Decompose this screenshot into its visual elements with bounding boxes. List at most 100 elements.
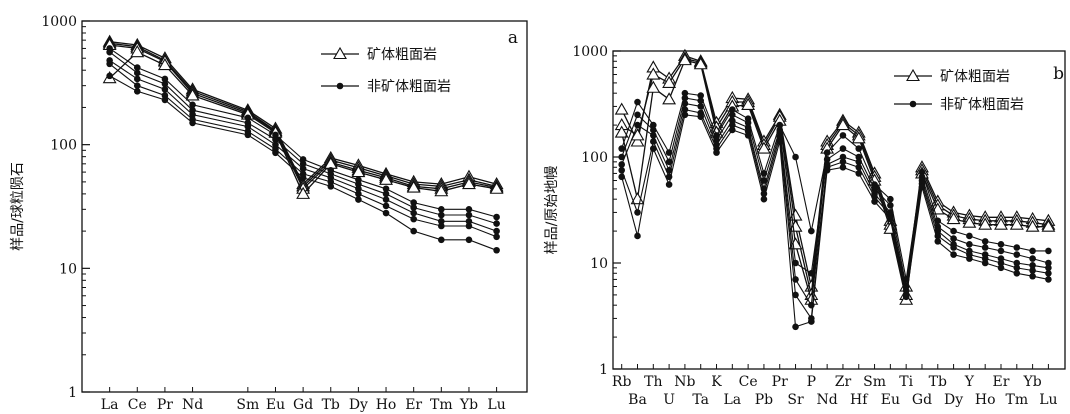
ore-series-line (621, 59, 1049, 300)
ore-point (630, 128, 645, 141)
non-ore-point (650, 145, 657, 152)
ore-point (379, 172, 393, 185)
non-ore-point (997, 241, 1005, 248)
ore-point (489, 181, 504, 194)
non-ore-point (189, 119, 196, 127)
x-tick-label: La (723, 392, 741, 408)
non-ore-point (244, 114, 252, 122)
ore-point (1041, 219, 1056, 232)
non-ore-point (493, 213, 500, 221)
x-tick-label: Sr (787, 392, 804, 408)
x-tick-label: Hf (850, 392, 869, 408)
non-ore-point (382, 209, 390, 217)
y-axis-label: 样品/球粒陨石 (10, 162, 26, 251)
non-ore-point (729, 106, 736, 113)
non-ore-point (776, 121, 784, 129)
non-ore-point (618, 173, 625, 181)
non-ore-point (776, 133, 784, 141)
x-tick-label: Dy (349, 397, 368, 413)
non-ore-point (934, 238, 942, 245)
non-ore-point (382, 196, 390, 203)
x-tick-label: Lu (487, 397, 505, 413)
ore-point (946, 211, 961, 225)
non-ore-point (618, 145, 625, 152)
non-ore-series-line (109, 47, 497, 218)
x-tick-label: P (807, 374, 816, 390)
non-ore-point (189, 101, 196, 109)
non-ore-point (382, 202, 390, 210)
non-ore-point (410, 227, 417, 235)
ore-point (646, 80, 661, 93)
non-ore-point (808, 227, 815, 235)
x-tick-label: K (711, 374, 722, 390)
y-tick-label: 10 (59, 261, 77, 277)
non-ore-point (839, 132, 847, 139)
non-ore-series-line (109, 59, 497, 232)
x-tick-label: Eu (881, 392, 900, 408)
non-ore-point (681, 100, 689, 107)
non-ore-series-line (109, 75, 497, 251)
non-ore-point (839, 153, 847, 161)
non-ore-point (465, 211, 473, 219)
ore-series-line (109, 51, 497, 196)
non-ore-point (161, 75, 169, 83)
non-ore-point (410, 199, 417, 206)
non-ore-point (355, 196, 362, 203)
non-ore-point (272, 149, 279, 157)
non-ore-point (133, 64, 141, 71)
non-ore-point (681, 94, 689, 102)
plot-frame (81, 20, 528, 393)
x-tick-label: Gd (293, 397, 313, 413)
panel-label: b (1053, 64, 1064, 84)
non-ore-point (855, 158, 863, 166)
non-ore-point (106, 72, 113, 80)
x-tick-label: Tm (1005, 392, 1028, 408)
x-tick-label: Er (993, 374, 1010, 390)
x-tick-label: Rb (612, 374, 632, 390)
non-ore-point (244, 123, 252, 130)
non-ore-point (697, 103, 705, 110)
ore-point (157, 57, 172, 71)
non-ore-point (729, 126, 736, 134)
y-tick-label: 1 (68, 385, 77, 401)
non-ore-point (681, 111, 689, 119)
non-ore-point (650, 132, 657, 139)
non-ore-point (650, 138, 657, 145)
non-ore-point (465, 218, 473, 225)
non-ore-point (133, 69, 141, 77)
non-ore-point (729, 111, 736, 119)
non-ore-point (133, 88, 141, 95)
non-ore-point (823, 156, 831, 163)
x-tick-label: Ta (692, 392, 709, 408)
non-ore-point (382, 190, 390, 198)
legend-non-ore-marker (336, 82, 344, 90)
non-ore-point (808, 318, 815, 325)
non-ore-point (106, 48, 113, 56)
non-ore-point (1029, 255, 1036, 262)
non-ore-point (650, 121, 657, 129)
non-ore-point (189, 111, 196, 118)
non-ore-point (808, 269, 815, 277)
non-ore-point (493, 227, 500, 235)
non-ore-point (981, 259, 989, 267)
ore-series-line (621, 55, 1049, 287)
x-tick-label: Tb (929, 374, 947, 390)
x-tick-label: Nb (674, 374, 695, 390)
y-tick-label: 1000 (572, 44, 608, 60)
non-ore-point (950, 244, 957, 251)
non-ore-point (244, 131, 252, 139)
non-ore-point (465, 206, 473, 213)
ore-point (406, 180, 421, 193)
x-tick-label: Ce (739, 374, 758, 390)
non-ore-series-line (621, 97, 1049, 287)
x-tick-label: Ba (628, 392, 647, 408)
x-tick-label: Nd (182, 397, 203, 413)
non-ore-point (161, 96, 169, 104)
ore-point (646, 67, 661, 80)
non-ore-point (355, 190, 362, 198)
non-ore-point (106, 60, 113, 68)
non-ore-point (133, 75, 141, 83)
non-ore-point (634, 111, 641, 119)
